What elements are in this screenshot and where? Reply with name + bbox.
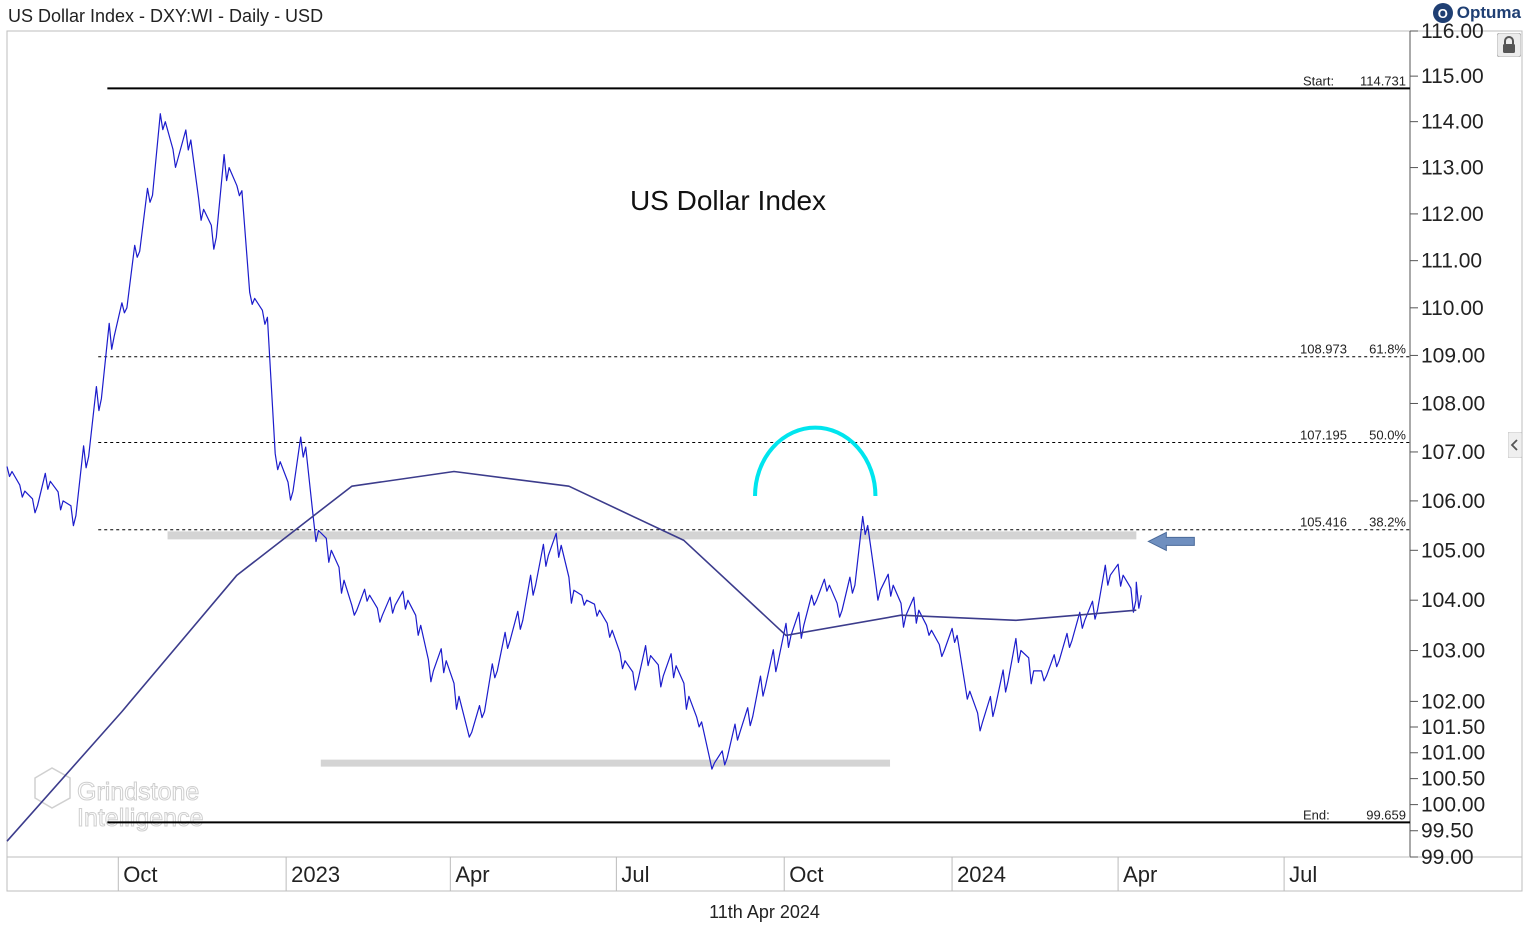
optuma-logo-icon: O xyxy=(1432,3,1453,23)
level-pct: 61.8% xyxy=(1369,342,1406,357)
y-tick-label: 103.00 xyxy=(1421,640,1485,663)
arrow-left-icon xyxy=(1147,531,1195,552)
y-tick-label: 106.00 xyxy=(1421,490,1485,513)
x-tick-label: Apr xyxy=(1123,862,1157,887)
y-tick-label: 111.00 xyxy=(1421,250,1482,273)
level-label: Start: xyxy=(1303,73,1334,88)
y-tick-label: 116.00 xyxy=(1421,20,1484,43)
y-tick-label: 99.00 xyxy=(1421,846,1474,869)
x-tick-label: Jul xyxy=(621,862,649,887)
watermark-logo: Grindstone Intelligence xyxy=(34,767,204,833)
support-resistance-bands xyxy=(167,531,1137,767)
chart-title: US Dollar Index xyxy=(630,185,826,216)
chart-header-title: US Dollar Index - DXY:WI - Daily - USD xyxy=(8,6,324,26)
fibonacci-levels: Start: 114.731 108.973 61.8% 107.195 50.0% 105… xyxy=(98,73,1410,824)
lock-icon[interactable] xyxy=(1497,33,1521,57)
watermark-hex-icon xyxy=(34,767,71,809)
y-tick-label: 113.00 xyxy=(1421,157,1484,180)
x-tick-label: Apr xyxy=(455,862,489,887)
y-tick-label: 107.00 xyxy=(1421,441,1485,464)
level-label: End: xyxy=(1303,807,1330,822)
chart-date-footer: 11th Apr 2024 xyxy=(709,902,820,922)
y-tick-label: 105.00 xyxy=(1421,539,1485,562)
x-tick-label: 2023 xyxy=(291,862,340,887)
x-tick-label: Oct xyxy=(123,862,157,887)
optuma-logo-text: Optuma xyxy=(1456,3,1521,22)
watermark-line2: Intelligence xyxy=(77,804,203,832)
y-axis: 116.00 115.00 114.00 113.00 112.00 111.00 110.… xyxy=(1410,20,1485,869)
y-tick-label: 100.00 xyxy=(1421,794,1485,817)
y-tick-label: 101.00 xyxy=(1421,742,1485,765)
chevron-left-icon[interactable] xyxy=(1508,432,1522,458)
price-series xyxy=(6,113,1142,842)
level-label: 105.416 xyxy=(1300,515,1347,530)
plot-border xyxy=(6,30,1523,892)
y-tick-label: 102.00 xyxy=(1421,690,1485,713)
chart-frame xyxy=(6,30,1523,892)
y-tick-label: 109.00 xyxy=(1421,344,1485,367)
level-value: 99.659 xyxy=(1366,807,1406,822)
y-tick-label: 110.00 xyxy=(1421,297,1484,320)
y-tick-label: 100.50 xyxy=(1421,768,1485,791)
x-tick-label: Oct xyxy=(789,862,823,887)
y-tick-label: 99.50 xyxy=(1421,820,1474,843)
x-tick-label: Jul xyxy=(1289,862,1317,887)
y-tick-label: 112.00 xyxy=(1421,203,1484,226)
moving-average-line xyxy=(6,470,1137,842)
level-label: 107.195 xyxy=(1300,427,1347,442)
y-tick-label: 101.50 xyxy=(1421,716,1485,739)
level-label: 108.973 xyxy=(1300,342,1347,357)
y-tick-label: 115.00 xyxy=(1421,65,1484,88)
optuma-logo: O Optuma xyxy=(1432,3,1521,23)
x-axis: Oct 2023 Apr Jul Oct 2024 Apr Jul xyxy=(117,857,1317,891)
y-tick-label: 114.00 xyxy=(1421,111,1484,134)
x-tick-label: 2024 xyxy=(957,862,1006,887)
level-pct: 38.2% xyxy=(1369,515,1406,530)
y-tick-label: 108.00 xyxy=(1421,392,1485,415)
rounding-top-arc xyxy=(753,425,878,496)
price-line xyxy=(6,113,1142,770)
y-tick-label: 104.00 xyxy=(1421,589,1485,612)
level-value: 114.731 xyxy=(1360,73,1406,88)
watermark-line1: Grindstone xyxy=(77,778,199,806)
chart-annotations xyxy=(753,425,1195,552)
level-pct: 50.0% xyxy=(1369,427,1406,442)
